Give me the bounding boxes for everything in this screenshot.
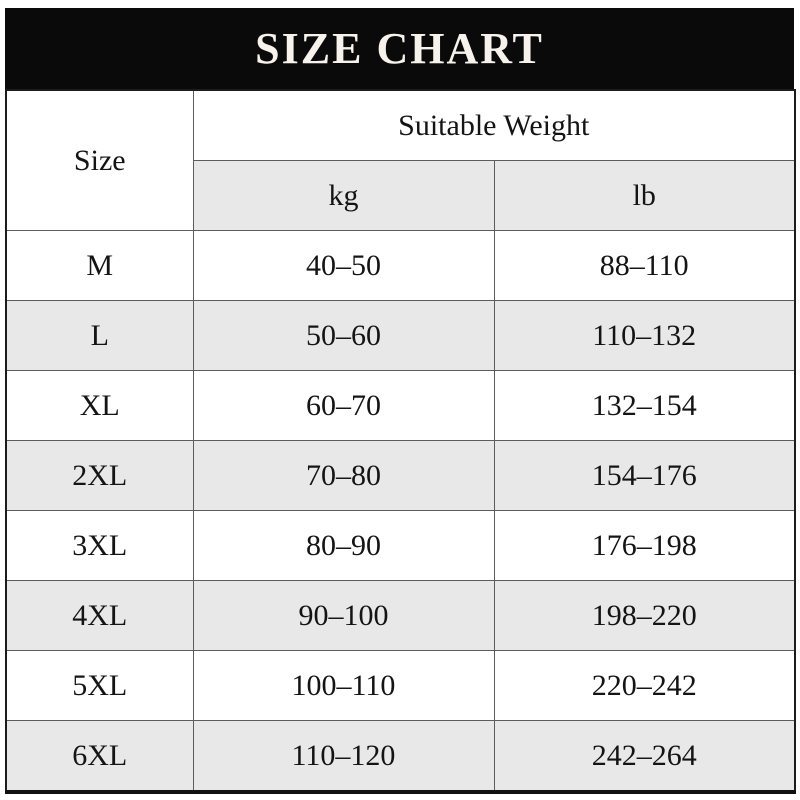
kg-cell: 80–90 xyxy=(192,510,495,581)
size-cell: M xyxy=(5,230,194,301)
lb-cell: 242–264 xyxy=(493,720,796,793)
kg-cell: 50–60 xyxy=(192,300,495,371)
size-column-header: Size xyxy=(5,89,194,231)
lb-cell: 220–242 xyxy=(493,650,796,721)
header-row-weight: Size Suitable Weight xyxy=(5,89,796,231)
header-row-units: kg lb xyxy=(6,160,796,231)
size-cell: 2XL xyxy=(5,440,194,511)
table-row: M 40–50 88–110 xyxy=(5,230,796,301)
table-row: 4XL 90–100 198–220 xyxy=(5,580,796,651)
lb-cell: 110–132 xyxy=(493,300,796,371)
table-row: L 50–60 110–132 xyxy=(5,300,796,371)
kg-unit-header: kg xyxy=(192,160,495,231)
size-chart-page: SIZE CHART Size Suitable Weight kg lb xyxy=(5,8,796,794)
size-cell: 3XL xyxy=(5,510,194,581)
size-cell: XL xyxy=(5,370,194,441)
table-row: 2XL 70–80 154–176 xyxy=(5,440,796,511)
kg-cell: 100–110 xyxy=(192,650,495,721)
table-row: XL 60–70 132–154 xyxy=(5,370,796,441)
kg-cell: 110–120 xyxy=(192,720,495,793)
lb-cell: 198–220 xyxy=(493,580,796,651)
kg-cell: 40–50 xyxy=(192,230,495,301)
lb-cell: 154–176 xyxy=(493,440,796,511)
size-cell: 4XL xyxy=(5,580,194,651)
kg-cell: 70–80 xyxy=(192,440,495,511)
suitable-weight-header: Suitable Weight xyxy=(192,89,796,161)
lb-cell: 88–110 xyxy=(493,230,796,301)
lb-cell: 176–198 xyxy=(493,510,796,581)
size-cell: L xyxy=(5,300,194,371)
size-cell: 5XL xyxy=(5,650,194,721)
table-row: 3XL 80–90 176–198 xyxy=(5,510,796,581)
lb-unit-header: lb xyxy=(493,160,796,231)
kg-cell: 60–70 xyxy=(192,370,495,441)
table-row: 6XL 110–120 242–264 xyxy=(5,720,796,793)
table-row: 5XL 100–110 220–242 xyxy=(5,650,796,721)
size-cell: 6XL xyxy=(5,720,194,793)
page-title: SIZE CHART xyxy=(255,24,544,73)
lb-cell: 132–154 xyxy=(493,370,796,441)
title-bar: SIZE CHART xyxy=(5,8,794,88)
size-table: Size Suitable Weight kg lb M 40–50 88–11… xyxy=(5,89,796,794)
kg-cell: 90–100 xyxy=(192,580,495,651)
size-table-container: Size Suitable Weight kg lb M 40–50 88–11… xyxy=(5,88,796,794)
